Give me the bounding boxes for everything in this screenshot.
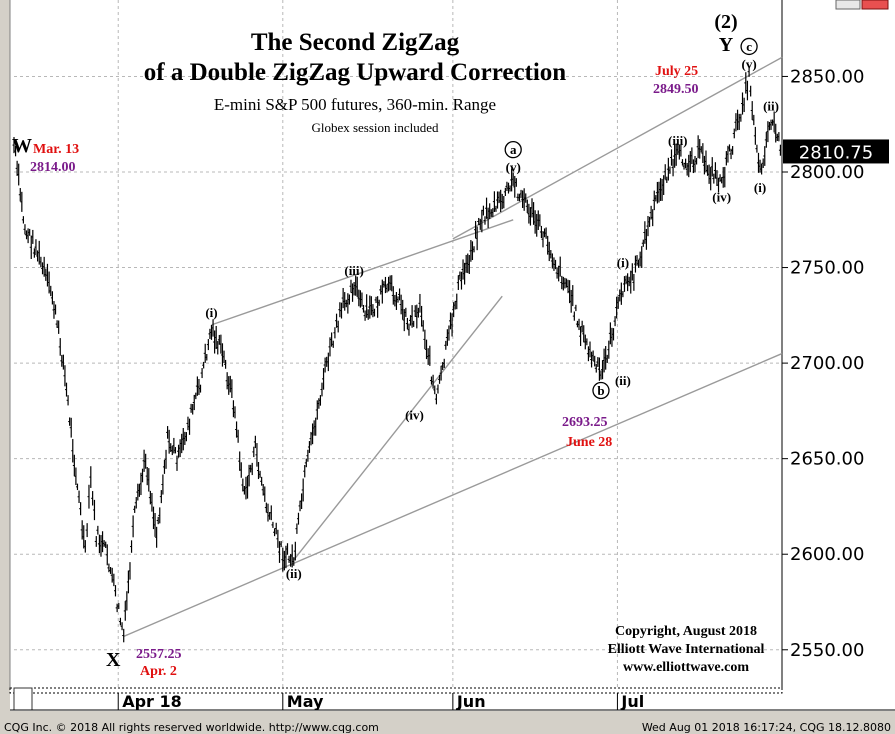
wave-label: (v) bbox=[506, 160, 521, 175]
wave-label: (iii) bbox=[344, 263, 364, 278]
copyright-line1: Copyright, August 2018 bbox=[615, 624, 757, 639]
footer-right-text: Wed Aug 01 2018 16:17:24, CQG 18.12.8080 bbox=[642, 721, 891, 734]
trend-line-lower-channel bbox=[123, 352, 783, 638]
current-price-text: 2810.75 bbox=[799, 142, 873, 163]
circle-label-a: a bbox=[510, 142, 517, 157]
wave-label: (v) bbox=[741, 56, 756, 71]
wave-label: (iv) bbox=[405, 407, 424, 422]
wave-labels: (i) (ii) (iii) (iv) (v) (i) (ii) (iii) (iv) (v) (i… bbox=[205, 37, 779, 581]
chart-title-line2: of a Double ZigZag Upward Correction bbox=[144, 59, 567, 86]
circle-label-ring bbox=[592, 381, 610, 400]
copyright-line2: Elliott Wave International bbox=[608, 642, 765, 657]
price-tick-label: 2750.00 bbox=[790, 258, 864, 279]
wave-label: (i) bbox=[205, 305, 217, 320]
chart-subtitle: E-mini S&P 500 futures, 360-min. Range bbox=[214, 95, 496, 114]
wave-label: (i) bbox=[617, 255, 629, 270]
price-axis-panel bbox=[782, 0, 895, 690]
trend-line-wave-line-i-iii bbox=[211, 219, 514, 326]
wave-label: (iv) bbox=[712, 189, 731, 204]
copyright-line3: www.elliottwave.com bbox=[623, 660, 749, 675]
wave-label: (ii) bbox=[286, 566, 302, 581]
price-tick-label: 2700.00 bbox=[790, 353, 864, 374]
scroll-handle[interactable] bbox=[13, 687, 33, 711]
price-tick-label: 2650.00 bbox=[790, 449, 864, 470]
trend-line-wave-line-ii-iv bbox=[293, 295, 503, 561]
scroll-strip[interactable] bbox=[9, 687, 783, 694]
b-price-label: 2693.25 bbox=[562, 415, 608, 430]
price-series bbox=[12, 66, 782, 643]
price-tick-label: 2600.00 bbox=[790, 544, 864, 565]
price-tick-label: 2850.00 bbox=[790, 66, 864, 87]
circle-label-ring bbox=[504, 140, 522, 159]
degree-two-label: (2) bbox=[714, 11, 737, 33]
price-tick-label: 2550.00 bbox=[790, 640, 864, 661]
price-tick-label: 2800.00 bbox=[790, 162, 864, 183]
y-wave-label: Y bbox=[719, 34, 734, 56]
wave-label: (iii) bbox=[668, 133, 688, 148]
grid-lines bbox=[14, 0, 782, 688]
restore-window-button[interactable] bbox=[835, 0, 861, 10]
y-price-label: 2849.50 bbox=[653, 82, 699, 97]
chart-title-line1: The Second ZigZag bbox=[251, 29, 460, 56]
x-price-label: 2557.25 bbox=[136, 647, 182, 662]
trend-line-upper-channel bbox=[452, 56, 783, 240]
date-tick-label: Jul bbox=[620, 692, 644, 711]
date-tick-label: May bbox=[287, 692, 324, 711]
wave-label: (ii) bbox=[763, 98, 779, 113]
circle-label-ring bbox=[740, 37, 758, 56]
wave-label: (i) bbox=[754, 180, 766, 195]
x-date-label: Apr. 2 bbox=[140, 664, 177, 679]
left-frame-edge bbox=[0, 0, 10, 734]
trend-lines bbox=[123, 56, 783, 638]
x-wave-label: X bbox=[106, 649, 121, 671]
y-date-label: July 25 bbox=[655, 64, 698, 79]
w-price-label: 2814.00 bbox=[30, 160, 76, 175]
current-price-badge: 2810.75 bbox=[783, 139, 889, 164]
b-date-label: June 28 bbox=[566, 435, 612, 450]
price-axis-labels: 2850.00 2800.00 2750.00 2700.00 2650.00 2600.… bbox=[782, 66, 864, 661]
footer-left-text: CQG Inc. © 2018 All rights reserved worl… bbox=[4, 721, 379, 734]
close-window-button[interactable] bbox=[861, 0, 889, 10]
status-bar bbox=[0, 711, 895, 734]
session-note: Globex session included bbox=[311, 120, 439, 135]
wave-label: (ii) bbox=[615, 373, 631, 388]
circle-label-c: c bbox=[746, 39, 752, 54]
w-date-label: Mar. 13 bbox=[33, 142, 79, 157]
date-tick-label: Apr 18 bbox=[122, 692, 182, 711]
date-tick-label: Jun bbox=[456, 692, 486, 711]
w-wave-label: W bbox=[12, 135, 32, 157]
date-axis-labels: Apr 18 May Jun Jul bbox=[117, 692, 644, 711]
circle-label-b: b bbox=[597, 383, 604, 398]
